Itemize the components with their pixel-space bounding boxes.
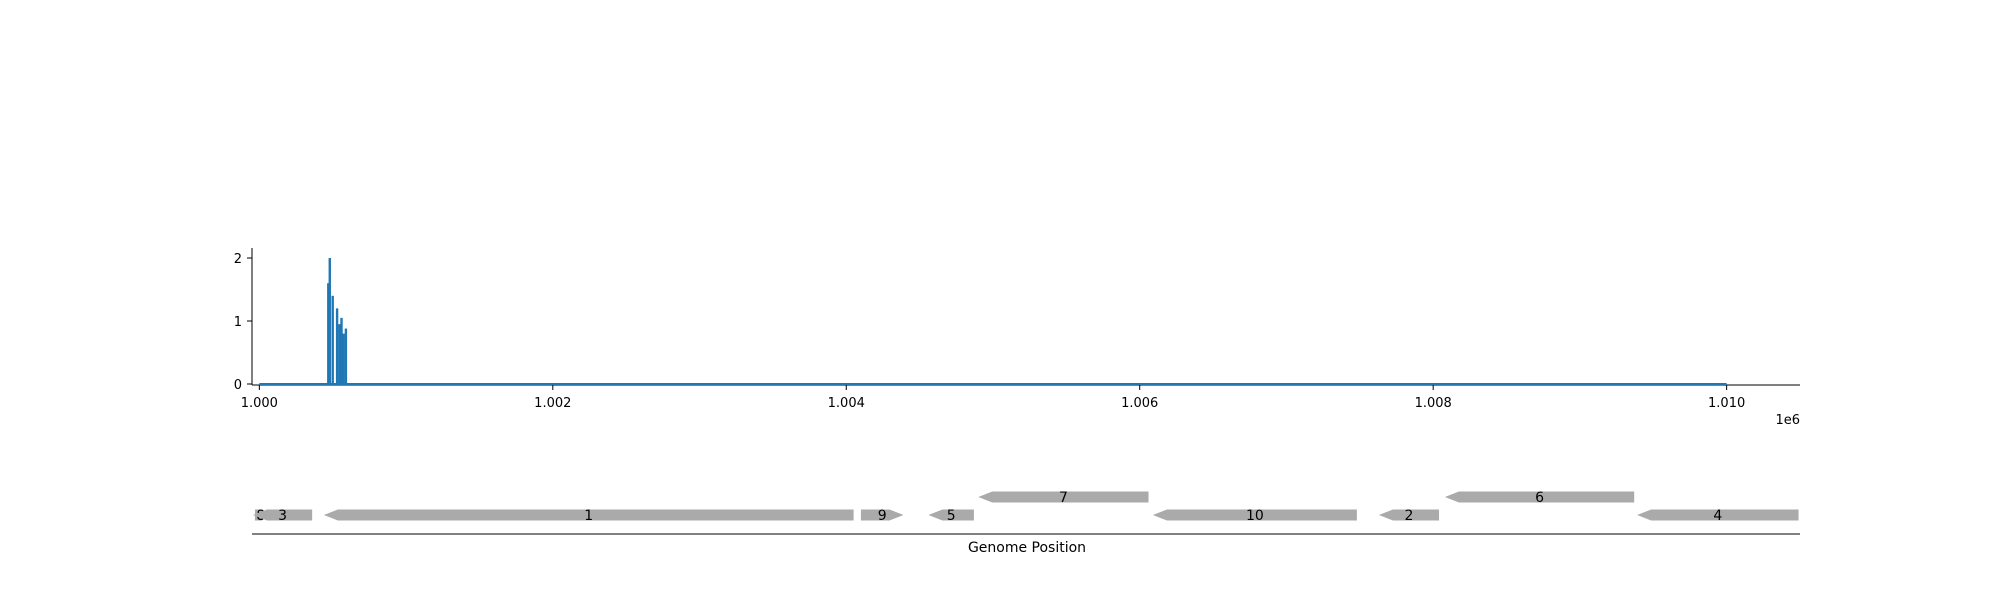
gene-label-3: 3	[278, 508, 287, 524]
gene-arrow-10	[1152, 509, 1357, 521]
coverage-bar-2	[331, 295, 334, 385]
gene-arrow-9	[860, 509, 904, 521]
coverage-bar-1	[328, 258, 331, 385]
gene-label-4: 4	[1713, 508, 1722, 524]
y-tick-label: 2	[234, 252, 242, 267]
x-tick-label: 1.006	[1121, 396, 1158, 411]
gene-arrow-6	[1444, 491, 1635, 503]
x-tick-label: 1.004	[828, 396, 865, 411]
gene-label-6: 6	[1535, 490, 1544, 506]
gene-arrow-3	[253, 509, 313, 521]
gene-track-panel: 83195710264Genome Position	[252, 490, 1800, 556]
x-tick-label: 1.008	[1415, 396, 1452, 411]
gene-arrow-5	[928, 509, 974, 521]
coverage-bar-4	[338, 324, 341, 385]
gene-label-7: 7	[1059, 490, 1068, 506]
x-axis-title: Genome Position	[968, 540, 1086, 556]
gene-label-2: 2	[1405, 508, 1414, 524]
coverage-bar-3	[335, 308, 339, 385]
coverage-bar-0	[327, 283, 330, 385]
gene-label-1: 1	[584, 508, 593, 524]
gene-label-10: 10	[1246, 508, 1264, 524]
y-tick-label: 1	[234, 315, 242, 330]
coverage-bar-5	[340, 317, 343, 385]
y-tick-label: 0	[234, 378, 242, 393]
gene-arrow-7	[978, 491, 1149, 503]
gene-arrow-2	[1378, 509, 1440, 521]
gene-arrow-4	[1637, 509, 1799, 521]
x-offset-label: 1e6	[1775, 413, 1800, 428]
coverage-panel: 1.000 1.002 1.004 1.006 1.008 1.010 1e6 0 1 2	[234, 248, 1800, 428]
gene-label-5: 5	[947, 508, 956, 524]
gene-label-9: 9	[878, 508, 887, 524]
x-tick-label: 1.000	[241, 396, 278, 411]
coverage-bar-6	[342, 333, 345, 385]
x-tick-label: 1.002	[534, 396, 571, 411]
x-tick-label: 1.010	[1708, 396, 1745, 411]
coverage-bar-7	[344, 328, 348, 385]
gene-arrow-1	[323, 509, 854, 521]
